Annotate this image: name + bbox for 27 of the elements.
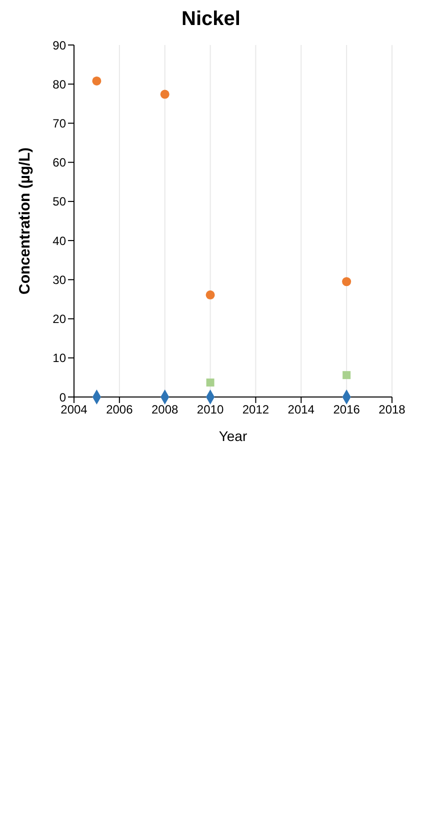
y-tick-label: 30 [52,272,66,287]
x-tick-label: 2018 [378,402,406,417]
y-axis-title: Concentration (µg/L) [16,148,34,294]
y-tick-label: 10 [52,351,66,366]
x-axis-title: Year [218,428,248,444]
y-tick-label: 50 [52,194,66,209]
point [92,76,102,86]
point [206,378,214,387]
y-tick-label: 90 [52,38,66,52]
point [206,290,215,300]
chart-title: Nickel [180,8,242,31]
x-tick-label: 2016 [333,402,360,417]
y-tick-label: 40 [52,234,66,248]
point [342,371,351,380]
y-tick-label: 0 [59,390,66,404]
point [342,277,352,286]
y-tick-label: 20 [52,312,66,326]
y-tick-label: 70 [52,116,66,130]
point [160,90,170,99]
x-tick-label: 2004 [60,402,88,417]
x-tick-label: 2010 [196,402,224,417]
x-tick-label: 2006 [106,402,134,417]
y-tick-label: 60 [52,156,66,170]
x-tick-label: 2008 [152,402,179,417]
x-tick-label: 2014 [288,402,315,417]
x-tick-label: 2012 [242,402,270,417]
y-tick-label: 80 [52,77,66,92]
